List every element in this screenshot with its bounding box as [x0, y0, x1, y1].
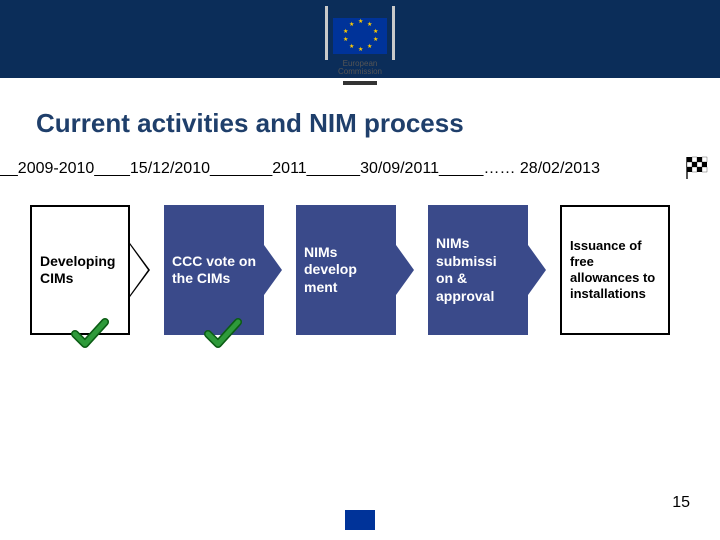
page-title: Current activities and NIM process — [36, 108, 464, 139]
footer-flag-icon — [345, 510, 375, 530]
ec-underline — [343, 81, 377, 85]
checkmark-icon — [204, 318, 242, 353]
checkered-flag-icon — [684, 155, 712, 184]
ec-logo: ★ ★ ★ ★ ★ ★ ★ ★ ★ ★ European Commission — [315, 0, 405, 100]
page-number: 15 — [672, 494, 690, 512]
checkmark-icon — [71, 318, 109, 353]
stage-1: CCC vote on the CIMs — [164, 205, 282, 335]
stage-3: NIMs submission & approval — [428, 205, 546, 335]
arrowhead-icon — [396, 245, 414, 295]
process-stages: Developing CIMs CCC vote on the CIMs NIMs … — [30, 200, 690, 340]
stage-4: Issuance of free allowances to installat… — [560, 205, 670, 335]
ec-line2: Commission — [315, 68, 405, 76]
stage-box: Developing CIMs — [30, 205, 130, 335]
slide: ★ ★ ★ ★ ★ ★ ★ ★ ★ ★ European Commission … — [0, 0, 720, 540]
stage-box: NIMs development — [296, 205, 396, 335]
arrowhead-icon — [528, 245, 546, 295]
stage-box: CCC vote on the CIMs — [164, 205, 264, 335]
eu-flag-icon: ★ ★ ★ ★ ★ ★ ★ ★ ★ ★ — [333, 18, 387, 54]
timeline-dates: __2009-2010____15/12/2010_______2011____… — [0, 160, 720, 178]
eu-stars: ★ ★ ★ ★ ★ ★ ★ ★ ★ ★ — [333, 18, 387, 54]
stage-2: NIMs development — [296, 205, 414, 335]
stage-box: Issuance of free allowances to installat… — [560, 205, 670, 335]
arrowhead-icon — [130, 245, 150, 295]
arrowhead-icon — [264, 245, 282, 295]
stage-box: NIMs submission & approval — [428, 205, 528, 335]
stage-0: Developing CIMs — [30, 205, 150, 335]
ec-logo-text: European Commission — [315, 60, 405, 85]
